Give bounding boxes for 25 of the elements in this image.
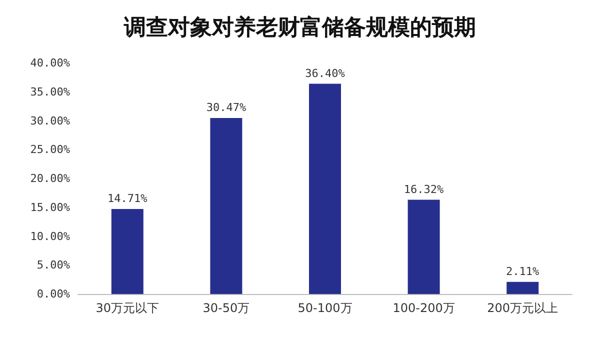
data-label: 36.40% — [305, 66, 346, 80]
y-tick-label: 40.00% — [30, 56, 70, 70]
y-tick-label: 15.00% — [30, 200, 70, 214]
bar — [506, 282, 539, 294]
x-tick-label: 200万元以上 — [487, 301, 558, 315]
data-label: 14.71% — [108, 192, 148, 206]
y-tick-label: 20.00% — [30, 172, 70, 185]
y-tick-label: 10.00% — [30, 230, 70, 243]
x-tick-label: 100-200万 — [392, 301, 455, 315]
data-label: 16.32% — [404, 182, 444, 196]
y-tick-label: 30.00% — [30, 114, 70, 128]
chart-title: 调查对象对养老财富储备规模的预期 — [123, 14, 476, 40]
y-tick-label: 0.00% — [36, 288, 70, 300]
bar — [111, 209, 144, 294]
y-tick-label: 25.00% — [30, 143, 70, 156]
y-tick-label: 35.00% — [30, 85, 70, 98]
y-tick-label: 5.00% — [36, 258, 70, 272]
x-tick-label: 50-100万 — [298, 301, 352, 315]
bar — [408, 200, 440, 294]
x-tick-label: 30万元以下 — [96, 301, 160, 315]
data-label: 2.11% — [506, 264, 540, 278]
data-label: 30.47% — [206, 101, 246, 114]
x-tick-label: 30-50万 — [202, 301, 250, 315]
bar — [210, 118, 242, 294]
bar — [309, 84, 341, 294]
